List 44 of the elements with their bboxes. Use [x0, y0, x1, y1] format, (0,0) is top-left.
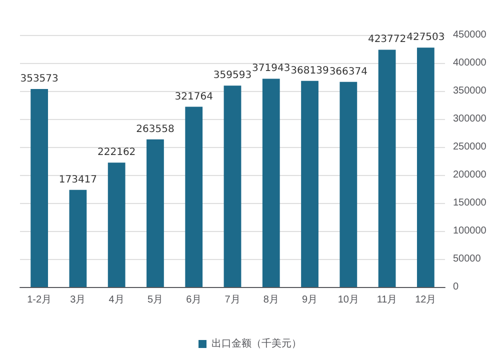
data-label: 173417: [58, 174, 98, 186]
y-tick-label: 50000: [453, 254, 482, 264]
data-label: 427503: [406, 32, 445, 44]
data-label: 423772: [368, 34, 406, 46]
x-tick-label: 10月: [338, 294, 359, 306]
y-tick-label: 450000: [453, 30, 487, 40]
data-label: 371943: [252, 63, 290, 74]
legend-label: 出口金额（千美元）: [212, 338, 302, 350]
y-tick-label: 350000: [453, 86, 487, 96]
x-tick-label: 8月: [263, 294, 279, 306]
bar: [301, 80, 318, 287]
y-tick-label: 0: [453, 282, 459, 292]
bar: [340, 82, 358, 287]
data-label: 263558: [136, 124, 174, 135]
y-tick-label: 200000: [453, 170, 487, 180]
y-tick-label: 400000: [453, 58, 487, 68]
data-label: 222162: [97, 147, 136, 158]
x-tick-label: 12月: [415, 294, 436, 306]
x-tick-label: 11月: [376, 294, 398, 306]
bar: [224, 86, 242, 287]
x-tick-label: 4月: [108, 294, 124, 306]
bar: [416, 48, 434, 287]
bar: [146, 139, 164, 287]
bar: [108, 162, 126, 287]
data-label: 366374: [329, 66, 368, 78]
data-label: 368139: [290, 65, 329, 76]
bar: [30, 89, 48, 287]
y-tick-label: 150000: [453, 198, 487, 208]
bar: [262, 78, 280, 287]
bar: [69, 190, 87, 287]
y-tick-label: 250000: [453, 142, 487, 152]
y-tick-label: 100000: [453, 226, 487, 236]
x-tick-label: 5月: [147, 294, 164, 306]
bar: [378, 50, 396, 287]
x-tick-label: 9月: [302, 294, 318, 306]
x-tick-label: 6月: [186, 294, 202, 306]
y-tick-label: 300000: [453, 114, 487, 124]
bar: [185, 106, 203, 287]
x-tick-label: 1-2月: [27, 294, 52, 306]
data-label: 321764: [174, 91, 213, 102]
data-label: 359593: [213, 70, 252, 82]
x-tick-label: 7月: [224, 294, 240, 306]
x-tick-label: 3月: [70, 294, 86, 306]
data-label: 353573: [20, 74, 58, 84]
